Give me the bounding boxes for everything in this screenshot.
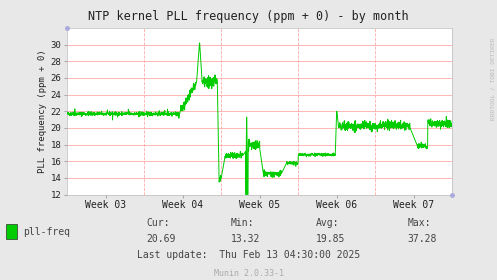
Text: RRDTOOL / TOBI OETIKER: RRDTOOL / TOBI OETIKER bbox=[491, 37, 496, 120]
Text: 13.32: 13.32 bbox=[231, 234, 260, 244]
Text: Last update:  Thu Feb 13 04:30:00 2025: Last update: Thu Feb 13 04:30:00 2025 bbox=[137, 250, 360, 260]
Y-axis label: PLL frequency (ppm + 0): PLL frequency (ppm + 0) bbox=[38, 50, 47, 173]
Text: pll-freq: pll-freq bbox=[23, 227, 70, 237]
Text: 37.28: 37.28 bbox=[408, 234, 437, 244]
Text: NTP kernel PLL frequency (ppm + 0) - by month: NTP kernel PLL frequency (ppm + 0) - by … bbox=[88, 10, 409, 23]
Text: Min:: Min: bbox=[231, 218, 254, 228]
Text: Avg:: Avg: bbox=[316, 218, 339, 228]
Text: Munin 2.0.33-1: Munin 2.0.33-1 bbox=[214, 269, 283, 277]
Text: Cur:: Cur: bbox=[147, 218, 170, 228]
Text: 20.69: 20.69 bbox=[147, 234, 176, 244]
Text: 19.85: 19.85 bbox=[316, 234, 345, 244]
Text: Max:: Max: bbox=[408, 218, 431, 228]
